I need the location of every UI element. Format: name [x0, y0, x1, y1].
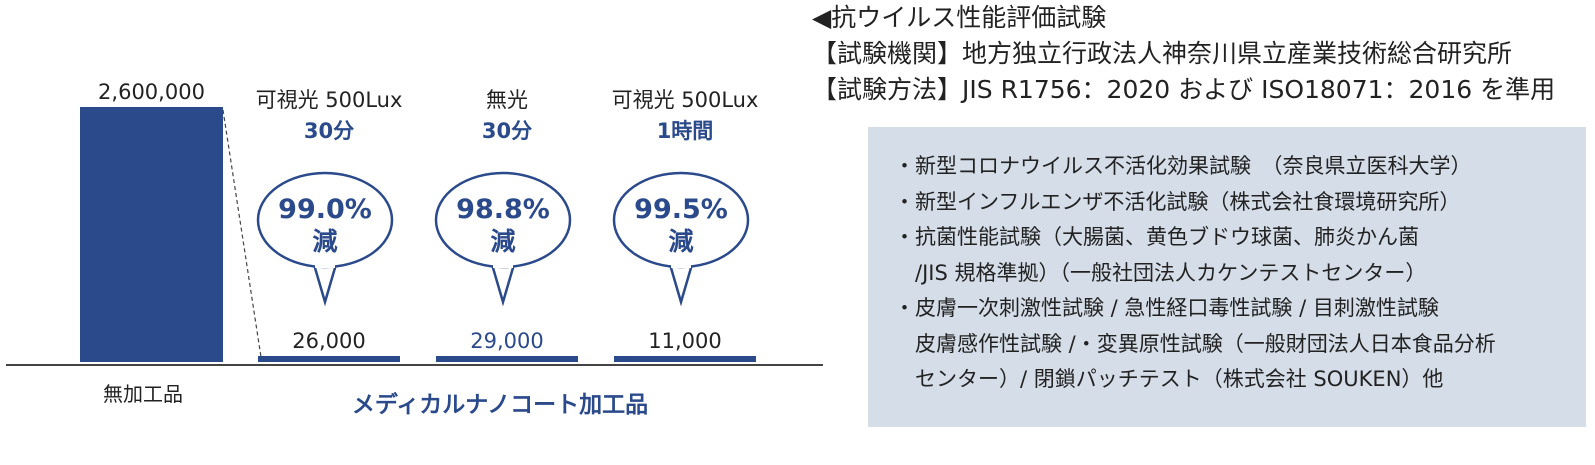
test-info-header: ◀抗ウイルス性能評価試験 【試験機関】地方独立行政法人神奈川県立産業技術総合研究… — [812, 0, 1582, 108]
condition-duration-label: 1時間 — [657, 119, 714, 143]
test-method: 【試験方法】JIS R1756：2020 および ISO18071：2016 を… — [812, 75, 1556, 104]
test-list-item: ・抗菌性能試験（大腸菌、黄色ブドウ球菌、肺炎かん菌 — [894, 225, 1419, 249]
test-title: ◀抗ウイルス性能評価試験 — [812, 3, 1107, 32]
test-organization: 【試験機関】地方独立行政法人神奈川県立産業技術総合研究所 — [812, 39, 1513, 68]
bubble-tail — [489, 260, 517, 307]
test-list-item: /JIS 規格準拠）（一般社団法人カケンテストセンター） — [894, 260, 1427, 285]
test-list: ・新型コロナウイルス不活化効果試験 （奈良県立医科大学） ・新型インフルエンザ不… — [868, 127, 1586, 398]
bar-value-label: 2,600,000 — [98, 80, 205, 104]
reduction-percent: 98.8% — [456, 194, 550, 225]
group-label: メディカルナノコート加工品 — [352, 391, 648, 418]
test-list-item: センター）/ 閉鎖パッチテスト（株式会社 SOUKEN）他 — [894, 367, 1444, 391]
reduction-bubble: 98.8%減 — [434, 171, 572, 307]
reduction-word: 減 — [312, 227, 337, 256]
bar-0 — [80, 107, 223, 362]
reduction-bubble: 99.0%減 — [256, 171, 394, 307]
test-list-item: ・新型コロナウイルス不活化効果試験 （奈良県立医科大学） — [894, 154, 1472, 178]
baseline-category-label: 無加工品 — [103, 382, 183, 406]
bubble-seam — [315, 261, 335, 268]
reduction-word: 減 — [668, 227, 693, 256]
test-list-box: ・新型コロナウイルス不活化効果試験 （奈良県立医科大学） ・新型インフルエンザ不… — [868, 127, 1586, 427]
test-list-item: ・皮膚一次刺激性試験 / 急性経口毒性試験 / 目刺激性試験 — [894, 296, 1439, 320]
test-list-item: 皮膚感作性試験 /・変異原性試験（一般財団法人日本食品分析 — [894, 331, 1496, 356]
reduction-percent: 99.0% — [278, 194, 372, 225]
bubble-seam — [671, 261, 691, 268]
condition-label: 無光 — [486, 88, 528, 112]
bubble-tail — [667, 260, 695, 307]
bubble-tail — [311, 260, 339, 307]
bar-value-label: 11,000 — [648, 329, 721, 353]
bar-chart: 2,600,000 26,000 29,000 11,000 可視光 500Lux 30… — [6, 80, 823, 418]
condition-label: 可視光 500Lux — [256, 88, 403, 112]
reduction-word: 減 — [490, 227, 515, 256]
bar-2 — [436, 356, 578, 362]
bar-3 — [614, 356, 756, 362]
condition-duration-label: 30分 — [482, 119, 532, 143]
bar-value-label: 29,000 — [470, 329, 543, 353]
condition-label: 可視光 500Lux — [612, 88, 759, 112]
bar-1 — [258, 356, 400, 362]
reduction-percent: 99.5% — [634, 194, 728, 225]
bar-value-label: 26,000 — [292, 329, 365, 353]
bubble-seam — [493, 261, 513, 268]
condition-duration-label: 30分 — [304, 119, 354, 143]
connector-dashed-line — [222, 109, 262, 358]
test-list-item: ・新型インフルエンザ不活化試験（株式会社食環境研究所） — [894, 189, 1461, 214]
reduction-bubble: 99.5%減 — [612, 171, 750, 307]
